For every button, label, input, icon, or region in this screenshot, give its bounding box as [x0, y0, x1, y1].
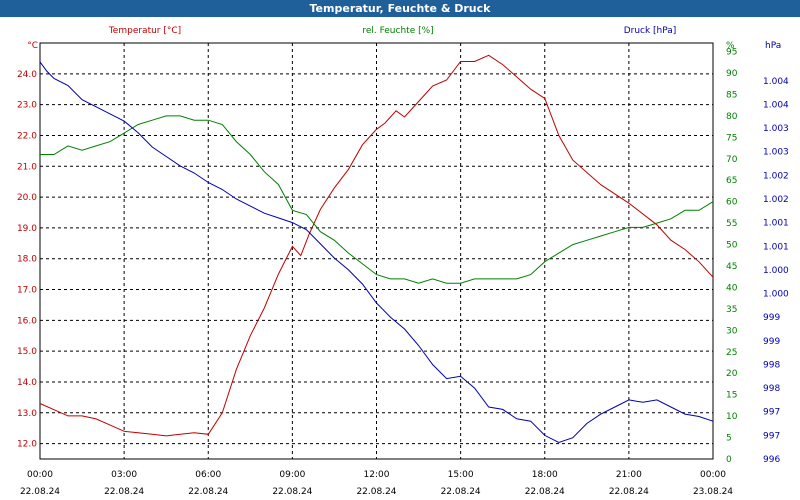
humidity-tick-label: 60: [726, 198, 738, 208]
humidity-tick-label: 10: [726, 412, 738, 422]
pressure-unit-label: hPa: [765, 41, 781, 51]
humidity-tick-label: 70: [726, 155, 738, 165]
humidity-tick-label: 15: [726, 391, 737, 401]
temperature-tick-label: 17.0: [17, 286, 37, 296]
temperature-tick-label: 20.0: [17, 193, 37, 203]
humidity-unit-label: %: [726, 41, 735, 51]
humidity-tick-label: 5: [726, 434, 732, 444]
humidity-tick-label: 25: [726, 348, 737, 358]
plot-area-frame: [39, 42, 714, 460]
pressure-tick-label: 1.004: [763, 100, 789, 110]
pressure-tick-label: 999: [763, 337, 780, 347]
pressure-tick-label: 1.002: [763, 171, 789, 181]
pressure-tick-label: 996: [763, 455, 780, 465]
x-tick-date-label: 22.08.24: [356, 487, 396, 497]
chart-window-title: Temperatur, Feuchte & Druck: [0, 0, 800, 17]
humidity-axis-title: rel. Feuchte [%]: [362, 26, 433, 36]
temperature-series-line: [39, 54, 714, 437]
temperature-tick-label: 18.0: [17, 255, 37, 265]
pressure-axis-title: Druck [hPa]: [624, 26, 677, 36]
x-tick-date-label: 23.08.24: [693, 487, 733, 497]
pressure-tick-label: 1.001: [763, 219, 789, 229]
humidity-tick-label: 55: [726, 219, 737, 229]
pressure-tick-label: 997: [763, 408, 780, 418]
series-layer: [39, 54, 714, 444]
axes-layer: 00:00 22.08.24 03:00 22.08.24 06:00 22.08.24 0…: [17, 26, 789, 497]
humidity-tick-label: 40: [726, 283, 738, 293]
pressure-tick-label: 999: [763, 313, 780, 323]
x-tick-time-label: 00:00: [700, 470, 726, 480]
temperature-unit-label: °C: [27, 41, 38, 51]
x-tick-time-label: 15:00: [448, 470, 474, 480]
pressure-tick-label: 1.003: [763, 148, 789, 158]
x-tick-time-label: 06:00: [195, 470, 221, 480]
x-tick-time-label: 18:00: [532, 470, 558, 480]
temperature-tick-label: 12.0: [17, 440, 37, 450]
pressure-tick-label: 997: [763, 431, 780, 441]
pressure-tick-label: 998: [763, 384, 780, 394]
x-tick-time-label: 00:00: [27, 470, 53, 480]
humidity-tick-label: 95: [726, 48, 737, 58]
humidity-tick-label: 90: [726, 69, 738, 79]
x-tick-time-label: 21:00: [616, 470, 642, 480]
x-tick-time-label: 03:00: [111, 470, 137, 480]
temperature-tick-label: 23.0: [17, 101, 37, 111]
x-tick-date-label: 22.08.24: [104, 487, 144, 497]
temperature-axis-title: Temperatur [°C]: [108, 26, 181, 36]
humidity-tick-label: 65: [726, 176, 737, 186]
humidity-tick-label: 50: [726, 241, 738, 251]
x-tick-date-label: 22.08.24: [441, 487, 481, 497]
temperature-tick-label: 13.0: [17, 409, 37, 419]
temperature-tick-label: 14.0: [17, 378, 37, 388]
x-tick-date-label: 22.08.24: [272, 487, 312, 497]
x-tick-time-label: 12:00: [364, 470, 390, 480]
pressure-tick-label: 1.003: [763, 124, 789, 134]
humidity-tick-label: 85: [726, 90, 737, 100]
x-tick-date-label: 22.08.24: [525, 487, 565, 497]
humidity-tick-label: 45: [726, 262, 737, 272]
humidity-tick-label: 80: [726, 112, 738, 122]
humidity-series-line: [40, 115, 714, 284]
temperature-tick-label: 19.0: [17, 224, 37, 234]
temperature-tick-label: 24.0: [17, 70, 37, 80]
x-tick-date-label: 22.08.24: [609, 487, 649, 497]
pressure-tick-label: 1.000: [763, 290, 789, 300]
humidity-tick-label: 75: [726, 133, 737, 143]
chart: 00:00 22.08.24 03:00 22.08.24 06:00 22.08.24 0…: [0, 17, 800, 500]
humidity-tick-label: 0: [726, 455, 732, 465]
temperature-tick-label: 15.0: [17, 347, 37, 357]
x-tick-date-label: 22.08.24: [20, 487, 60, 497]
temperature-tick-label: 21.0: [17, 162, 37, 172]
x-tick-date-label: 22.08.24: [188, 487, 228, 497]
pressure-tick-label: 1.001: [763, 242, 789, 252]
humidity-tick-label: 20: [726, 369, 738, 379]
humidity-tick-label: 35: [726, 305, 737, 315]
temperature-tick-label: 16.0: [17, 316, 37, 326]
pressure-series-line: [39, 61, 714, 444]
x-tick-time-label: 09:00: [279, 470, 305, 480]
pressure-tick-label: 998: [763, 360, 780, 370]
pressure-tick-label: 1.004: [763, 77, 789, 87]
grid: [40, 43, 713, 459]
pressure-tick-label: 1.002: [763, 195, 789, 205]
humidity-tick-label: 30: [726, 326, 738, 336]
pressure-tick-label: 1.000: [763, 266, 789, 276]
temperature-tick-label: 22.0: [17, 131, 37, 141]
